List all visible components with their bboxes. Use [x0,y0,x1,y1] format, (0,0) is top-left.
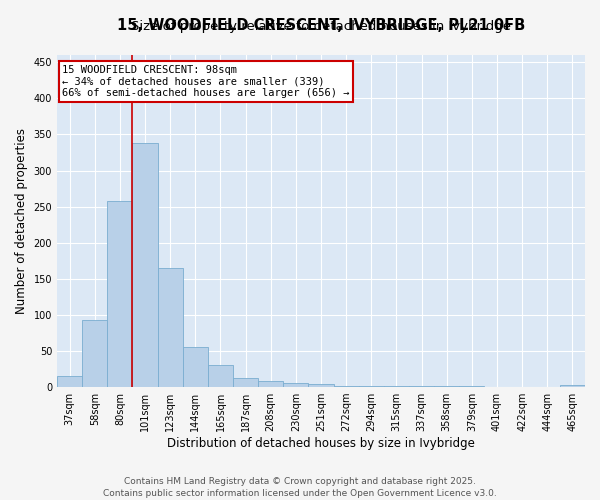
Bar [384,386,409,387]
Bar [434,386,459,387]
Bar [107,201,133,387]
Bar [208,366,233,387]
Bar [158,268,183,387]
Text: Contains HM Land Registry data © Crown copyright and database right 2025.
Contai: Contains HM Land Registry data © Crown c… [103,476,497,498]
Bar [308,384,334,387]
Bar [459,386,484,387]
Bar [560,385,585,387]
Bar [409,386,434,387]
Bar [233,378,258,387]
Bar [334,386,359,387]
Bar [57,376,82,387]
Bar [133,143,158,387]
Bar [183,348,208,387]
X-axis label: Distribution of detached houses by size in Ivybridge: Distribution of detached houses by size … [167,437,475,450]
Title: Size of property relative to detached houses in Ivybridge: Size of property relative to detached ho… [131,20,511,33]
Bar [283,384,308,387]
Bar [359,386,384,387]
Bar [82,320,107,387]
Bar [258,382,283,387]
Y-axis label: Number of detached properties: Number of detached properties [15,128,28,314]
Text: 15, WOODFIELD CRESCENT, IVYBRIDGE, PL21 0FB: 15, WOODFIELD CRESCENT, IVYBRIDGE, PL21 … [117,18,525,34]
Text: 15 WOODFIELD CRESCENT: 98sqm
← 34% of detached houses are smaller (339)
66% of s: 15 WOODFIELD CRESCENT: 98sqm ← 34% of de… [62,65,350,98]
